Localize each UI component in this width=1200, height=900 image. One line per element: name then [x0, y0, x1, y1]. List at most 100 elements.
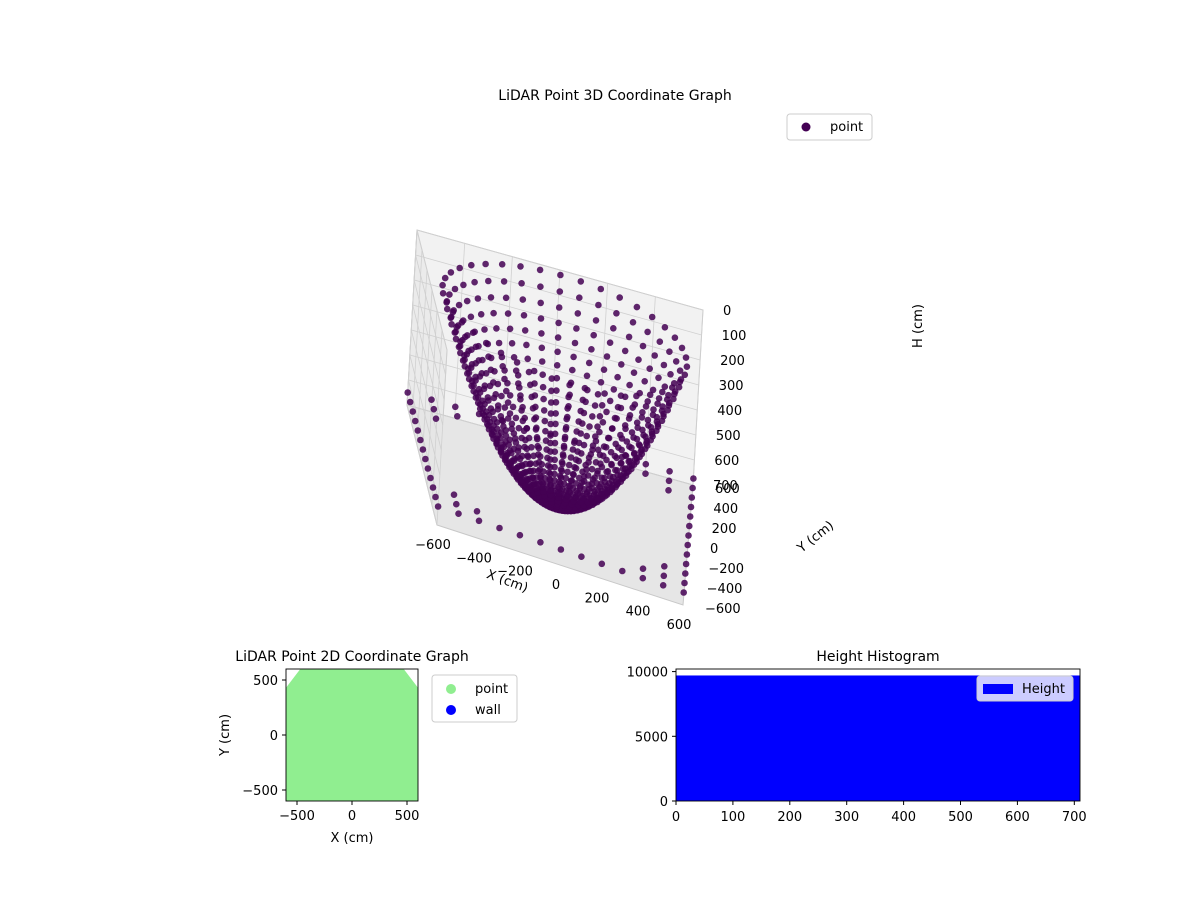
point-3d [535, 451, 542, 458]
point-3d [455, 343, 463, 351]
x-tick-label: 400 [626, 605, 651, 620]
point-3d [552, 410, 559, 417]
grid-line [421, 289, 433, 466]
point-3d [472, 343, 480, 351]
chart-3d: LiDAR Point 3D Coordinate Graph −600 −400… [404, 88, 926, 633]
point-3d [681, 579, 688, 587]
point-3d [432, 493, 439, 501]
point-3d [601, 390, 608, 397]
x-tick-label: 600 [667, 618, 692, 633]
point-3d [452, 403, 459, 411]
point-3d [644, 398, 651, 405]
histogram-legend-label: Height [1022, 682, 1065, 697]
chart-3d-title: LiDAR Point 3D Coordinate Graph [498, 88, 731, 104]
point-3d [512, 439, 520, 446]
point-3d [561, 435, 569, 443]
point-3d [639, 574, 647, 582]
point-3d [596, 413, 604, 420]
point-3d [682, 560, 690, 568]
point-3d [422, 455, 429, 463]
point-3d [500, 443, 508, 451]
point-3d [661, 563, 668, 570]
point-3d [608, 460, 615, 468]
point-3d [671, 334, 679, 342]
point-3d [667, 371, 674, 378]
y-tick-label: −600 [705, 602, 741, 617]
point-3d [485, 353, 492, 361]
point-3d [533, 424, 540, 432]
point-3d [490, 309, 497, 317]
point-3d [606, 397, 614, 405]
point-3d [594, 423, 601, 431]
point-3d [500, 423, 507, 430]
point-3d [665, 487, 672, 494]
point-3d [510, 457, 518, 465]
point-3d [599, 419, 607, 426]
point-3d [605, 434, 613, 442]
point-3d [406, 398, 414, 406]
point-3d [497, 435, 504, 442]
point-3d [523, 475, 531, 483]
point-3d [574, 448, 581, 455]
chart-2d: LiDAR Point 2D Coordinate Graph −500−500… [218, 649, 518, 846]
histogram-legend: Height [976, 675, 1074, 702]
point-3d [574, 310, 582, 317]
x-tick-label: 500 [395, 809, 420, 824]
point-3d [552, 399, 560, 406]
point-3d [676, 378, 684, 386]
y-tick-label: 0 [660, 795, 668, 810]
chart-3d-gridlines [406, 229, 704, 526]
point-3d [518, 280, 525, 287]
point-3d [592, 433, 599, 440]
histogram-frame [675, 668, 1081, 802]
z-tick-label: 100 [722, 329, 747, 344]
point-3d [554, 348, 561, 356]
point-3d [656, 338, 664, 346]
point-3d [506, 325, 514, 333]
point-3d [583, 490, 590, 498]
point-3d [655, 395, 663, 402]
point-3d [459, 357, 467, 364]
x-tick-label: 200 [777, 810, 802, 825]
point-3d [610, 386, 618, 393]
point-3d [537, 315, 545, 322]
point-3d [678, 344, 686, 352]
point-3d [618, 459, 625, 467]
point-3d [560, 444, 568, 452]
point-3d [524, 355, 531, 363]
x-tick-label: 500 [948, 810, 973, 825]
point-3d [576, 484, 584, 492]
point-3d [513, 359, 521, 366]
chart-3d-legend-label: point [830, 120, 863, 135]
x-tick-label: 100 [720, 810, 745, 825]
point-3d [427, 474, 434, 482]
point-3d [510, 354, 518, 361]
point-3d [642, 470, 649, 478]
point-3d [510, 430, 518, 437]
point-3d [547, 476, 554, 484]
point-3d [482, 339, 490, 347]
point-3d [572, 456, 580, 464]
point-3d [521, 469, 528, 477]
point-3d [585, 485, 593, 493]
point-3d [585, 359, 593, 367]
point-3d [482, 260, 489, 268]
point-3d [574, 489, 582, 497]
point-3d [547, 482, 554, 489]
grid-line [411, 249, 423, 426]
grid-line [501, 256, 513, 432]
point-3d [626, 443, 633, 450]
point-3d [485, 277, 492, 285]
point-3d [448, 321, 455, 328]
chart-2d-point-region [286, 669, 418, 801]
point-3d [649, 411, 657, 419]
point-3d [490, 415, 498, 423]
point-3d [587, 451, 595, 458]
point-3d [633, 454, 640, 462]
point-3d [537, 539, 544, 546]
point-3d [496, 524, 503, 532]
point-3d [553, 374, 561, 382]
point-3d [439, 281, 446, 289]
point-3d [446, 291, 453, 298]
histogram-title: Height Histogram [816, 649, 939, 665]
